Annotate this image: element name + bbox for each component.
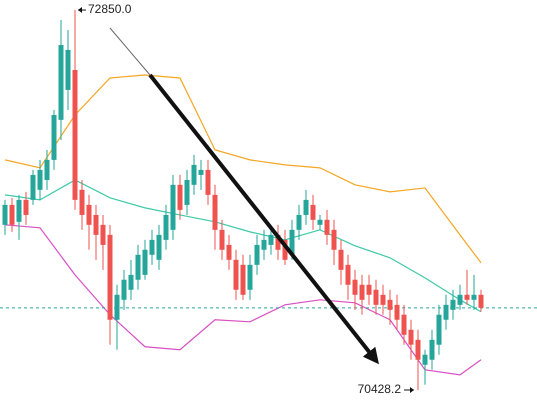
trend-line-thin <box>109 27 151 76</box>
candle-body <box>345 264 351 285</box>
candle-body <box>324 219 330 235</box>
candle-body <box>310 204 316 220</box>
candle-body <box>184 179 190 205</box>
candle-body <box>261 239 267 250</box>
candle-body <box>450 299 456 310</box>
candle-body <box>289 229 295 255</box>
candle-body <box>373 289 379 305</box>
candles <box>2 10 484 391</box>
candle-body <box>149 239 155 255</box>
candle-body <box>65 49 71 90</box>
trend-arrow <box>148 73 379 365</box>
candle-body <box>219 229 225 250</box>
candle-body <box>135 254 141 280</box>
candle-body <box>156 234 162 260</box>
annotations: 72850.0 70428.2 <box>78 2 414 396</box>
candle-body <box>254 244 260 265</box>
candle-body <box>177 184 183 210</box>
candle-body <box>142 249 148 275</box>
candle-body <box>303 199 309 215</box>
annotation-label: 72850.0 <box>88 2 132 16</box>
bollinger-bands <box>0 74 537 376</box>
candle-body <box>163 214 169 240</box>
candle-body <box>58 45 64 120</box>
candle-body <box>436 314 442 345</box>
band-line <box>4 224 482 376</box>
candle-body <box>2 204 8 225</box>
candle-body <box>478 294 484 308</box>
candle-body <box>114 294 120 320</box>
candle-body <box>107 234 113 320</box>
candle-body <box>387 299 393 310</box>
candle-body <box>429 339 435 360</box>
candle-body <box>100 224 106 245</box>
candle-body <box>30 174 36 200</box>
candle-body <box>268 234 274 245</box>
candle-body <box>282 239 288 260</box>
candle-body <box>44 159 50 180</box>
candle-body <box>212 194 218 230</box>
candle-body <box>338 249 344 270</box>
annotation-arrowhead <box>410 387 414 394</box>
candle-body <box>226 244 232 260</box>
band-line <box>4 179 482 313</box>
candle-body <box>51 115 57 160</box>
candle-body <box>233 259 239 290</box>
candle-body <box>443 304 449 320</box>
candle-body <box>37 169 43 190</box>
candle-body <box>93 214 99 235</box>
candle-body <box>128 274 134 290</box>
candle-body <box>457 294 463 305</box>
candle-body <box>16 199 22 222</box>
annotation-arrowhead <box>78 7 82 14</box>
candle-body <box>401 314 407 335</box>
annotation-label: 70428.2 <box>358 382 402 396</box>
candle-body <box>205 169 211 195</box>
candle-body <box>275 234 281 250</box>
candle-body <box>352 279 358 295</box>
candle-body <box>317 219 323 225</box>
candle-body <box>240 264 246 295</box>
candle-body <box>359 284 365 300</box>
candle-body <box>23 199 29 215</box>
candle-body <box>170 184 176 230</box>
candle-body <box>408 329 414 345</box>
candle-body <box>422 354 428 365</box>
candle-body <box>121 279 127 300</box>
candle-body <box>415 339 421 360</box>
candle-body <box>247 264 253 290</box>
candle-body <box>380 294 386 305</box>
candle-body <box>394 304 400 320</box>
candle-body <box>296 214 302 230</box>
candle-body <box>331 229 337 250</box>
candle-body <box>72 69 78 200</box>
candle-body <box>191 164 197 185</box>
candle-body <box>198 169 204 175</box>
candle-body <box>366 284 372 295</box>
candle-body <box>86 204 92 225</box>
candle-body <box>471 294 477 300</box>
candle-body <box>9 204 15 225</box>
candle-body <box>79 189 85 215</box>
candle-body <box>464 294 470 300</box>
band-line <box>4 74 482 264</box>
